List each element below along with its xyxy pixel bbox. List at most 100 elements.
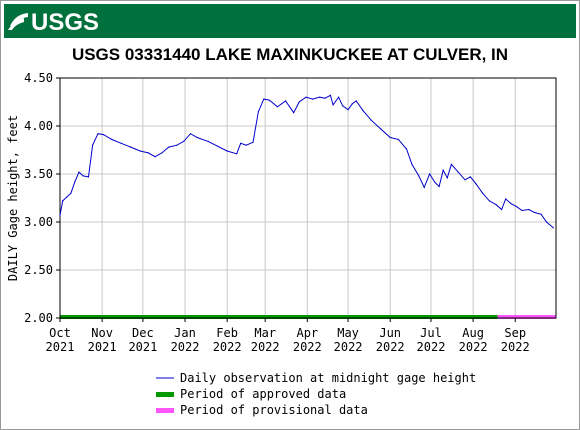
- x-tick-label-year: 2022: [501, 340, 530, 354]
- x-tick-label-year: 2022: [334, 340, 363, 354]
- data-point: [351, 103, 353, 105]
- data-point: [329, 94, 331, 96]
- x-tick-label-year: 2021: [88, 340, 117, 354]
- data-point: [540, 213, 542, 215]
- data-point: [528, 208, 530, 211]
- x-tick-label-year: 2022: [376, 340, 405, 354]
- x-tick-label-year: 2022: [459, 340, 488, 354]
- data-point: [469, 176, 471, 178]
- data-point: [102, 134, 105, 136]
- data-point: [59, 214, 61, 216]
- x-tick-label-month: Sep: [504, 326, 526, 340]
- data-point: [423, 186, 425, 188]
- data-point: [482, 192, 484, 194]
- data-point: [347, 109, 349, 111]
- data-point: [207, 140, 209, 142]
- x-tick-label-year: 2021: [46, 340, 75, 354]
- data-point: [263, 98, 265, 100]
- x-tick-label-month: Nov: [91, 326, 113, 340]
- usgs-banner: [4, 4, 576, 38]
- data-point: [545, 221, 548, 223]
- data-point: [446, 177, 448, 179]
- x-tick-label-month: May: [337, 326, 359, 340]
- y-tick-label: 3.50: [24, 167, 53, 181]
- approved-period-bar: [60, 315, 498, 319]
- data-point: [226, 150, 228, 152]
- x-tick-label-year: 2022: [171, 340, 200, 354]
- data-point: [552, 227, 554, 229]
- data-point: [236, 153, 238, 155]
- data-point: [501, 208, 503, 211]
- data-point: [475, 183, 477, 185]
- data-point: [457, 171, 459, 173]
- data-point: [183, 140, 185, 142]
- x-tick-label-year: 2021: [128, 340, 157, 354]
- data-point: [342, 105, 344, 107]
- data-point: [516, 206, 518, 208]
- data-point: [252, 141, 254, 143]
- data-point: [438, 185, 440, 188]
- data-point: [298, 101, 300, 103]
- chart-grid: [59, 77, 556, 319]
- y-axis-ticks: 2.00 2.50 3.00 3.50 4.00 4.50: [24, 71, 60, 325]
- series-layer: [59, 94, 554, 229]
- data-point: [324, 97, 326, 99]
- chart-title: USGS 03331440 LAKE MAXINKUCKEE AT CULVER…: [72, 45, 508, 64]
- x-tick-label-month: Jun: [379, 326, 401, 340]
- x-tick-label-month: Oct: [49, 326, 71, 340]
- usgs-wave-icon: [8, 13, 28, 30]
- data-point: [332, 104, 334, 106]
- data-point: [111, 138, 113, 140]
- data-point: [510, 203, 512, 205]
- data-point: [338, 96, 340, 98]
- x-tick-label-year: 2022: [293, 340, 322, 354]
- data-point: [176, 144, 178, 146]
- data-point: [276, 106, 278, 108]
- data-periods: [60, 315, 556, 319]
- data-point: [240, 142, 242, 144]
- y-tick-label: 4.00: [24, 119, 53, 133]
- data-point: [495, 204, 497, 206]
- x-tick-label-month: Jul: [420, 326, 442, 340]
- data-point: [429, 173, 431, 175]
- data-point: [62, 200, 64, 202]
- x-tick-label-month: Aug: [462, 326, 484, 340]
- data-point: [139, 150, 141, 152]
- x-tick-label-year: 2022: [251, 340, 280, 354]
- y-tick-label: 2.00: [24, 311, 53, 325]
- x-tick-label-year: 2022: [213, 340, 242, 354]
- data-point: [293, 112, 295, 114]
- data-point: [488, 200, 490, 202]
- data-point: [161, 152, 163, 154]
- x-tick-label-month: Apr: [296, 326, 318, 340]
- data-point: [319, 96, 321, 98]
- y-axis-label: DAILY Gage height, feet: [6, 115, 20, 281]
- data-point: [257, 111, 259, 113]
- usgs-wordmark: USGS: [31, 9, 99, 36]
- legend-label: Period of approved data: [180, 387, 346, 401]
- data-point: [355, 100, 357, 102]
- legend-label: Daily observation at midnight gage heigh…: [180, 371, 476, 385]
- data-point: [268, 99, 270, 101]
- chart-legend: Daily observation at midnight gage heigh…: [156, 371, 476, 417]
- y-tick-label: 3.00: [24, 215, 53, 229]
- data-point: [168, 146, 170, 148]
- data-point: [380, 128, 382, 130]
- gage-height-line: [59, 94, 554, 229]
- data-point: [74, 181, 76, 183]
- x-tick-label-month: Jan: [174, 326, 196, 340]
- data-point: [397, 138, 399, 140]
- x-tick-label-month: Mar: [254, 326, 276, 340]
- data-point: [66, 196, 68, 198]
- usgs-logo[interactable]: USGS: [4, 4, 104, 38]
- x-axis-ticks: Oct2021Nov2021Dec2021Jan2022Feb2022Mar20…: [46, 318, 530, 354]
- data-point: [389, 136, 391, 139]
- data-point: [450, 163, 452, 165]
- data-point: [130, 146, 132, 148]
- x-tick-label-month: Dec: [132, 326, 154, 340]
- data-point: [434, 182, 436, 184]
- data-point: [120, 142, 122, 144]
- data-point: [82, 175, 84, 177]
